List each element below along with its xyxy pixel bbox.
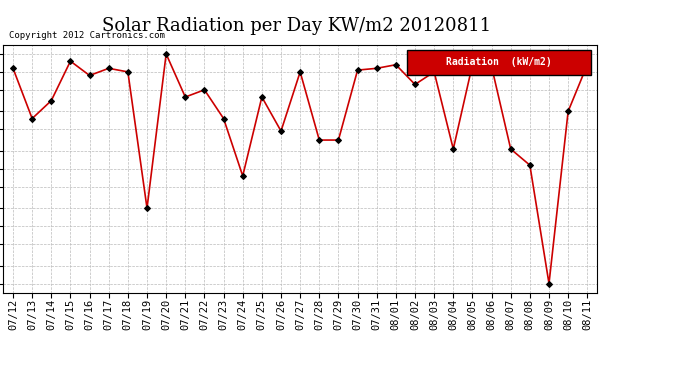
Point xyxy=(275,128,286,134)
Point xyxy=(27,116,38,122)
Point xyxy=(486,63,497,69)
Point xyxy=(467,62,478,68)
Point xyxy=(505,146,516,152)
Point xyxy=(84,72,95,78)
Point xyxy=(352,67,363,73)
Point xyxy=(544,280,555,286)
Point xyxy=(428,69,440,75)
Point xyxy=(448,146,459,152)
Point xyxy=(257,94,268,100)
Point xyxy=(409,81,420,87)
Point xyxy=(199,87,210,93)
Text: Radiation  (kW/m2): Radiation (kW/m2) xyxy=(446,57,552,68)
Point xyxy=(295,69,306,75)
Text: Solar Radiation per Day KW/m2 20120811: Solar Radiation per Day KW/m2 20120811 xyxy=(102,17,491,35)
Point xyxy=(237,173,248,179)
Point xyxy=(371,65,382,71)
Point xyxy=(524,162,535,168)
Point xyxy=(562,108,573,114)
Point xyxy=(141,205,152,211)
Point xyxy=(161,51,172,57)
Point xyxy=(65,58,76,64)
Text: Copyright 2012 Cartronics.com: Copyright 2012 Cartronics.com xyxy=(10,31,166,40)
Point xyxy=(104,65,115,71)
Point xyxy=(180,94,191,100)
Point xyxy=(8,65,19,71)
Point xyxy=(391,62,402,68)
Point xyxy=(314,137,325,143)
Point xyxy=(218,116,229,122)
Point xyxy=(122,69,133,75)
Point xyxy=(582,62,593,68)
Point xyxy=(46,98,57,104)
Point xyxy=(333,137,344,143)
